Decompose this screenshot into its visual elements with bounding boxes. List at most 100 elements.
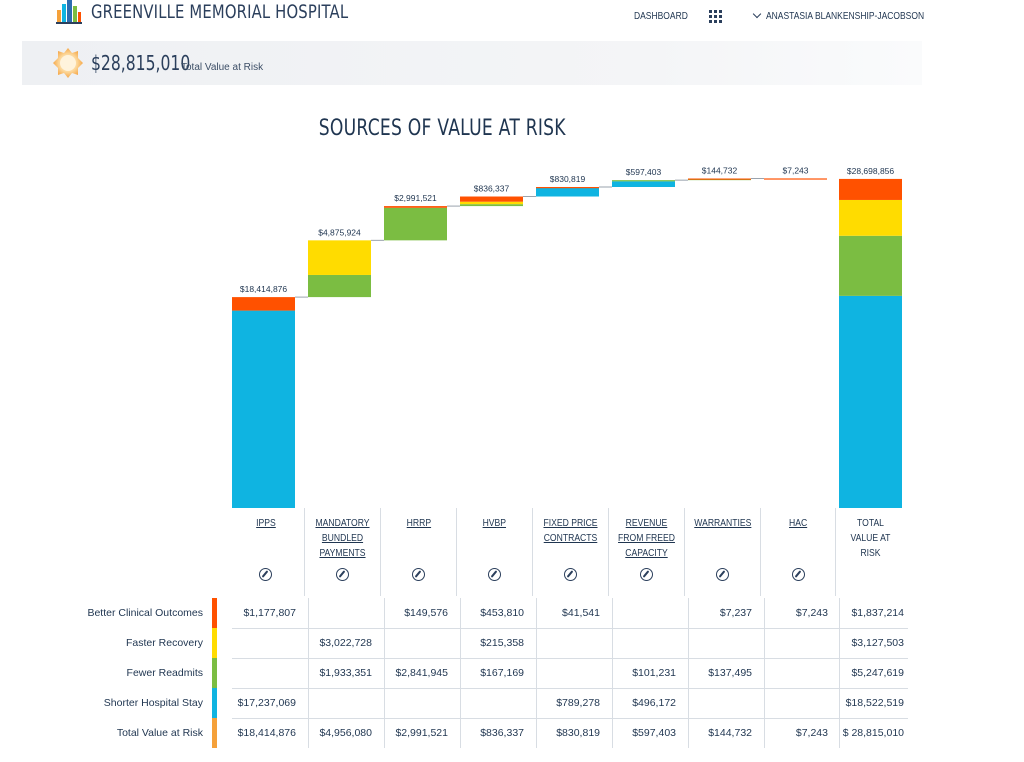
row-label: Better Clinical Outcomes: [87, 607, 203, 619]
column-divider: [460, 658, 461, 688]
bar-segment-fewer-readmits: [612, 180, 675, 182]
row-color-swatch: [212, 718, 217, 748]
category-column: HAC: [760, 508, 835, 596]
column-divider: [308, 688, 309, 718]
bar-segment-fewer-readmits: [460, 204, 523, 207]
category-label-text[interactable]: HVBP: [482, 517, 507, 529]
bar-segment-faster-recovery: [308, 240, 371, 275]
user-menu[interactable]: ANASTASIA BLANKENSHIP-JACOBSON: [752, 9, 952, 22]
bar-segment-better-clinical-outcomes: [839, 178, 902, 200]
category-label-text[interactable]: REVENUE FROM FREED CAPACITY: [618, 517, 675, 559]
table-cell: $836,337: [480, 727, 524, 739]
table-row: Faster Recovery $3,022,728 $215,358 $3,127,…: [0, 628, 1024, 659]
column-divider: [536, 718, 537, 748]
column-divider: [688, 598, 689, 628]
table-cell: $137,495: [708, 667, 752, 679]
column-divider: [839, 628, 840, 658]
apps-grid-icon[interactable]: [709, 10, 723, 24]
column-divider: [764, 628, 765, 658]
row-label: Faster Recovery: [125, 637, 203, 649]
table-cell: $215,358: [480, 637, 524, 649]
table-cell: $830,819: [556, 727, 600, 739]
category-label-text[interactable]: FIXED PRICE CONTRACTS: [543, 517, 598, 544]
column-divider: [688, 688, 689, 718]
table-cell: $1,933,351: [319, 667, 372, 679]
column-divider: [764, 688, 765, 718]
table-cell: $167,169: [480, 667, 524, 679]
category-column: FIXED PRICE CONTRACTS: [532, 508, 608, 596]
bar-value-label: $597,403: [626, 167, 662, 177]
waterfall-chart: $18,414,876 $4,875,924 $2,991,521 $836,337 $…: [232, 165, 902, 508]
category-label[interactable]: REVENUE FROM FREED CAPACITY: [609, 516, 684, 561]
column-divider: [536, 688, 537, 718]
category-label[interactable]: FIXED PRICE CONTRACTS: [533, 516, 608, 546]
row-label: Fewer Readmits: [126, 667, 203, 679]
bar-value-label: $18,414,876: [240, 284, 288, 294]
category-label-text[interactable]: HRRP: [406, 517, 431, 529]
compass-icon[interactable]: [640, 568, 653, 581]
bar-segment-fewer-readmits: [308, 274, 371, 298]
category-column: HRRP: [380, 508, 456, 596]
category-label-text[interactable]: MANDATORY BUNDLED PAYMENTS: [315, 517, 370, 559]
compass-icon[interactable]: [488, 568, 501, 581]
column-divider: [460, 718, 461, 748]
column-divider: [688, 718, 689, 748]
nav-dashboard-link[interactable]: DASHBOARD: [634, 11, 688, 22]
table-cell: $7,243: [795, 607, 828, 619]
category-column: WARRANTIES: [684, 508, 760, 596]
category-label[interactable]: HAC: [761, 516, 835, 531]
category-column: HVBP: [456, 508, 532, 596]
table-cell: $2,991,521: [395, 727, 448, 739]
compass-icon[interactable]: [259, 568, 272, 581]
compass-icon[interactable]: [412, 568, 425, 581]
table-cell: $4,956,080: [319, 727, 372, 739]
table-cell: $7,237: [719, 607, 752, 619]
column-divider: [764, 718, 765, 748]
bar-segment-better-clinical-outcomes: [764, 178, 827, 180]
bar-segment-faster-recovery: [460, 201, 523, 205]
category-label-text[interactable]: IPPS: [256, 517, 276, 529]
table-cell: $144,732: [708, 727, 752, 739]
category-label-text[interactable]: WARRANTIES: [693, 517, 752, 529]
compass-icon[interactable]: [791, 568, 805, 581]
table-cell: $597,403: [632, 727, 676, 739]
table-cell: $3,022,728: [319, 637, 372, 649]
category-label[interactable]: IPPS: [228, 516, 304, 531]
bar-value-label: $7,243: [783, 165, 809, 175]
bar-segment-better-clinical-outcomes: [384, 206, 447, 208]
app-title: GREENVILLE MEMORIAL HOSPITAL: [91, 1, 349, 23]
bar-segment-shorter-hospital-stay: [536, 187, 599, 197]
category-label[interactable]: HRRP: [381, 516, 456, 531]
table-cell: $17,237,069: [237, 697, 296, 709]
category-label[interactable]: HVBP: [457, 516, 532, 531]
table-cell: $18,414,876: [237, 727, 296, 739]
category-label-text[interactable]: HAC: [788, 517, 808, 529]
sun-badge-icon: [53, 48, 83, 78]
bar-segment-fewer-readmits: [839, 235, 902, 296]
table-cell: $7,243: [795, 727, 828, 739]
total-value-amount: $28,815,010: [91, 51, 191, 75]
column-divider: [536, 598, 537, 628]
column-divider: [612, 628, 613, 658]
column-divider: [460, 688, 461, 718]
bar-segment-better-clinical-outcomes: [688, 178, 751, 180]
column-divider: [384, 718, 385, 748]
category-label[interactable]: MANDATORY BUNDLED PAYMENTS: [305, 516, 380, 561]
row-divider: [232, 688, 908, 689]
compass-icon[interactable]: [336, 568, 349, 581]
table-cell: $41,541: [562, 607, 600, 619]
bar-value-label: $2,991,521: [394, 193, 437, 203]
column-divider: [384, 658, 385, 688]
table-row: Better Clinical Outcomes $1,177,807 $149,5…: [0, 598, 1024, 629]
table-cell: $3,127,503: [851, 637, 904, 649]
row-color-swatch: [212, 658, 217, 688]
table-cell: $101,231: [632, 667, 676, 679]
bar-value-label: $144,732: [702, 165, 738, 175]
compass-icon[interactable]: [564, 568, 577, 581]
bar-value-label: $28,698,856: [847, 166, 895, 176]
table-cell: $2,841,945: [395, 667, 448, 679]
category-label[interactable]: WARRANTIES: [685, 516, 760, 531]
column-divider: [308, 718, 309, 748]
column-divider: [612, 718, 613, 748]
compass-icon[interactable]: [716, 568, 729, 581]
